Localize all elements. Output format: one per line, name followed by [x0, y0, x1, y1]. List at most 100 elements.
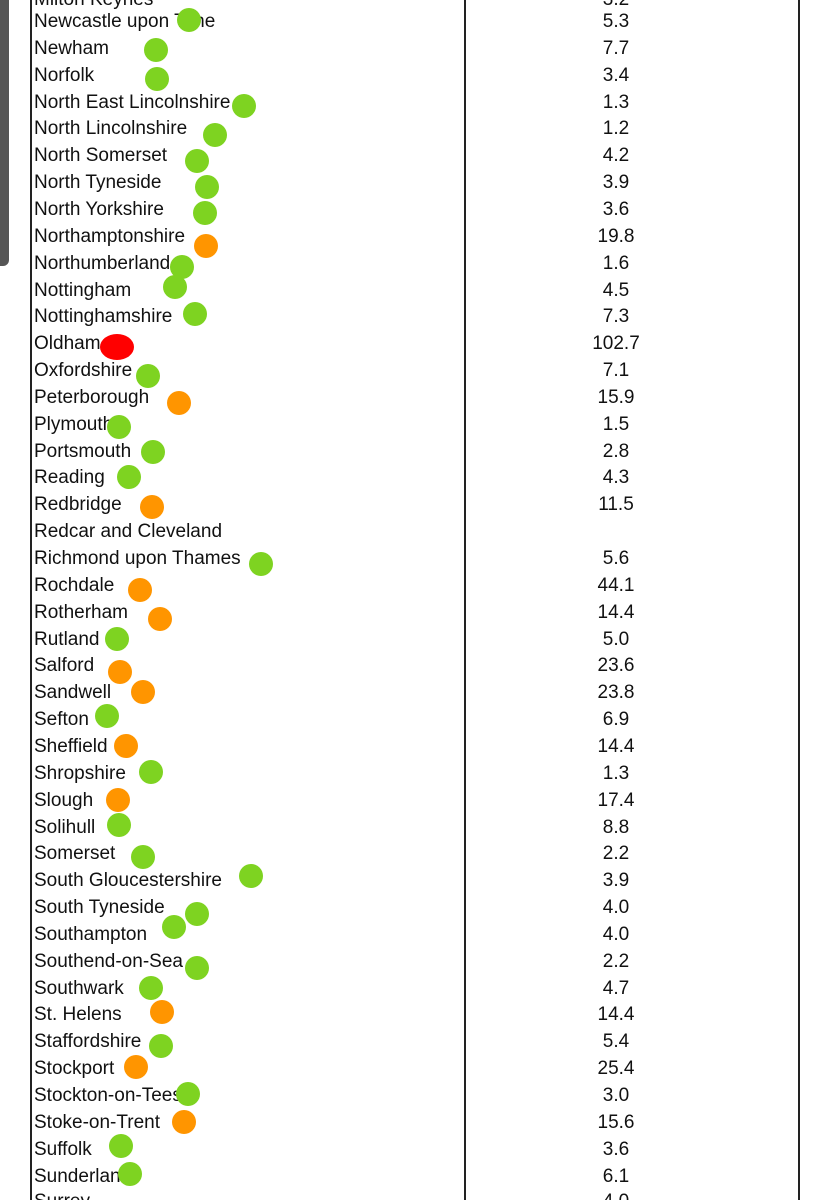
- row-value: 3.2: [434, 0, 798, 13]
- row-name: Rutland: [34, 628, 100, 650]
- row-value: 14.4: [597, 735, 635, 757]
- status-dot-green: [145, 66, 169, 91]
- row-value: 1.5: [602, 413, 630, 435]
- table-row: Somerset 2.2: [32, 840, 798, 870]
- scrollbar-handle[interactable]: [0, 0, 9, 266]
- row-name: Redcar and Cleveland: [34, 521, 223, 543]
- row-name: Southwark: [34, 977, 124, 999]
- row-name: Rochdale: [34, 574, 115, 596]
- row-value: 11.5: [598, 494, 634, 516]
- status-dot-green: [136, 364, 160, 389]
- table-row: Portsmouth 2.8: [32, 438, 798, 465]
- status-dot-orange: [124, 1055, 148, 1080]
- row-name: Stoke-on-Trent: [34, 1111, 161, 1133]
- status-dot-green: [203, 123, 227, 148]
- row-value: 5.6: [602, 548, 630, 569]
- row-name: Slough: [34, 789, 94, 811]
- row-value: 1.6: [602, 252, 630, 274]
- table-row: Richmond upon Thames 5.6: [32, 545, 798, 576]
- row-name: Southampton: [34, 923, 148, 945]
- table-row: Suffolk 3.6: [32, 1133, 798, 1163]
- row-name: North East Lincolnshire: [34, 91, 231, 113]
- row-value: 4.7: [602, 977, 630, 999]
- row-name: Nottinghamshire: [34, 306, 173, 328]
- table-row: North East Lincolnshire 1.3: [32, 89, 798, 118]
- row-name: Oldham: [34, 333, 101, 355]
- table-row: Rotherham 14.4: [32, 599, 798, 631]
- table-row: Redbridge 11.5: [32, 491, 798, 520]
- table-row: Shropshire 1.3: [32, 759, 798, 787]
- table-row: Southend-on-Sea 2.2: [32, 948, 798, 980]
- row-value: 23.6: [597, 655, 635, 677]
- row-value: 14.4: [597, 1004, 635, 1026]
- status-dot-green: [185, 149, 209, 174]
- row-name: Newham: [34, 37, 109, 59]
- status-dot-green: [163, 274, 187, 299]
- status-dot-green: [95, 704, 119, 729]
- status-dot-orange: [148, 606, 172, 631]
- status-dot-green: [107, 414, 131, 439]
- status-dot-green: [193, 200, 217, 225]
- row-name: Norfolk: [34, 64, 95, 86]
- table-row: North Somerset 4.2: [32, 142, 798, 174]
- row-value: 7.1: [602, 360, 630, 382]
- row-value: 17.4: [597, 789, 635, 811]
- row-name: Sunderland: [34, 1165, 132, 1187]
- row-name: Reading: [34, 467, 105, 489]
- row-value: 1.2: [602, 118, 630, 140]
- status-dot-orange: [194, 233, 218, 258]
- table-row: Stoke-on-Trent 15.6: [32, 1109, 798, 1136]
- row-value: 15.6: [597, 1111, 635, 1133]
- row-value: 44.1: [597, 574, 635, 596]
- row-value: 4.3: [602, 467, 630, 489]
- table-row: Newham 7.7: [32, 35, 798, 62]
- status-dot-green: [195, 175, 219, 200]
- status-dot-orange: [172, 1109, 196, 1134]
- status-dot-orange: [167, 390, 191, 415]
- row-value: 3.0: [602, 1085, 630, 1106]
- row-name: Somerset: [34, 843, 116, 865]
- row-value: 4.2: [602, 145, 630, 167]
- row-value: 23.8: [597, 682, 635, 704]
- row-value: 1.3: [602, 762, 630, 784]
- row-name: Stockton-on-Tees: [34, 1085, 182, 1106]
- table-row: South Tyneside 4.0: [32, 894, 798, 927]
- row-name: Northumberland: [34, 252, 171, 274]
- status-dot-orange: [128, 577, 152, 602]
- table-row: Salford 23.6: [32, 652, 798, 685]
- row-name: Staffordshire: [34, 1031, 142, 1053]
- status-dot-orange: [106, 787, 130, 812]
- row-value: 7.7: [602, 37, 630, 59]
- table-row: Slough 17.4: [32, 787, 798, 814]
- row-value: 102.7: [592, 333, 640, 355]
- status-dot-green: [183, 302, 207, 327]
- row-value: 5.3: [602, 11, 630, 32]
- row-value: 3.6: [602, 198, 630, 220]
- status-dot-green: [118, 1161, 142, 1186]
- row-value: 2.2: [602, 843, 630, 865]
- row-name: Salford: [34, 655, 95, 677]
- status-dot-green: [249, 552, 273, 576]
- row-name: Portsmouth: [34, 440, 132, 462]
- row-value: 3.6: [602, 1138, 630, 1160]
- table-row: Oxfordshire 7.1: [32, 357, 798, 389]
- column-divider: [464, 0, 466, 1200]
- status-dot-orange: [108, 660, 132, 685]
- table-row: St. Helens 14.4: [32, 1000, 798, 1028]
- table-row: North Tyneside 3.9: [32, 169, 798, 200]
- row-name: St. Helens: [34, 1004, 122, 1026]
- status-dot-green: [105, 626, 129, 651]
- row-name: Peterborough: [34, 386, 150, 408]
- table-row: Oldham 102.7: [32, 330, 798, 361]
- status-dot-orange: [131, 680, 155, 705]
- row-value: 4.0: [602, 897, 630, 919]
- table-row: Newcastle upon Tyne 5.3: [32, 8, 798, 35]
- table-row: Rochdale 44.1: [32, 572, 798, 602]
- status-dot-green: [107, 812, 131, 837]
- status-dot-green: [177, 8, 201, 32]
- row-name: Southend-on-Sea: [34, 950, 183, 972]
- table-row: Peterborough 15.9: [32, 384, 798, 415]
- table-row: Sefton 6.9: [32, 704, 798, 733]
- table-row: Sheffield 14.4: [32, 733, 798, 760]
- row-value: [434, 518, 798, 545]
